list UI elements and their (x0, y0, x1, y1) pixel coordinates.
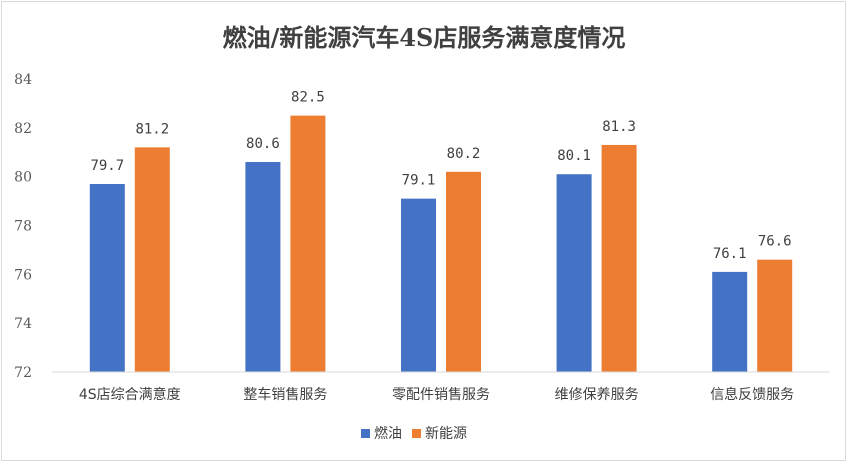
x-axis: 4S店综合满意度 整车销售服务 零配件销售服务 维修保养服务 信息反馈服务 (52, 371, 830, 403)
y-tick-label: 80 (14, 170, 32, 186)
y-tick-label: 84 (14, 72, 32, 88)
y-axis: 72 74 76 78 80 82 84 (14, 72, 32, 381)
bar-nev (446, 171, 481, 372)
bar-nev (757, 259, 793, 372)
legend-label: 燃油 (374, 425, 402, 442)
bar-fuel (401, 198, 436, 372)
x-tick-label: 零配件销售服务 (392, 387, 490, 403)
x-tick-label: 维修保养服务 (555, 387, 639, 403)
data-label: 81.3 (602, 119, 636, 135)
x-tick-label: 4S店综合满意度 (79, 386, 181, 403)
y-tick-label: 74 (14, 316, 32, 332)
data-label: 76.1 (713, 246, 747, 262)
y-tick-label: 78 (14, 219, 32, 235)
y-tick-label: 72 (14, 365, 32, 381)
legend-swatch (412, 429, 421, 438)
data-label: 81.2 (135, 121, 169, 137)
bar-fuel (89, 183, 125, 372)
data-labels: 79.7 81.2 80.6 82.5 79.1 80.2 80.1 81.3 76.1 76.6 (90, 90, 791, 262)
bar-nev (290, 115, 326, 372)
y-tick-label: 82 (14, 121, 32, 137)
chart-title: 燃油/新能源汽车4S店服务满意度情况 (223, 23, 626, 52)
bar-nev (134, 147, 170, 372)
data-label: 79.7 (90, 158, 124, 174)
data-label: 80.1 (557, 148, 591, 164)
data-label: 79.1 (402, 173, 436, 189)
bar-fuel (245, 162, 281, 372)
bars (89, 115, 793, 372)
x-tick-label: 整车销售服务 (243, 386, 327, 403)
legend-label: 新能源 (425, 426, 467, 442)
bar-fuel (556, 174, 592, 372)
data-label: 80.2 (447, 146, 481, 162)
legend: 燃油 新能源 (361, 425, 467, 442)
data-label: 80.6 (246, 136, 280, 152)
y-tick-label: 76 (14, 267, 32, 283)
data-label: 82.5 (291, 90, 325, 106)
bar-nev (601, 144, 637, 372)
legend-swatch (361, 429, 370, 438)
x-tick-label: 信息反馈服务 (710, 386, 794, 403)
data-label: 76.6 (758, 234, 792, 250)
bar-fuel (712, 271, 748, 372)
